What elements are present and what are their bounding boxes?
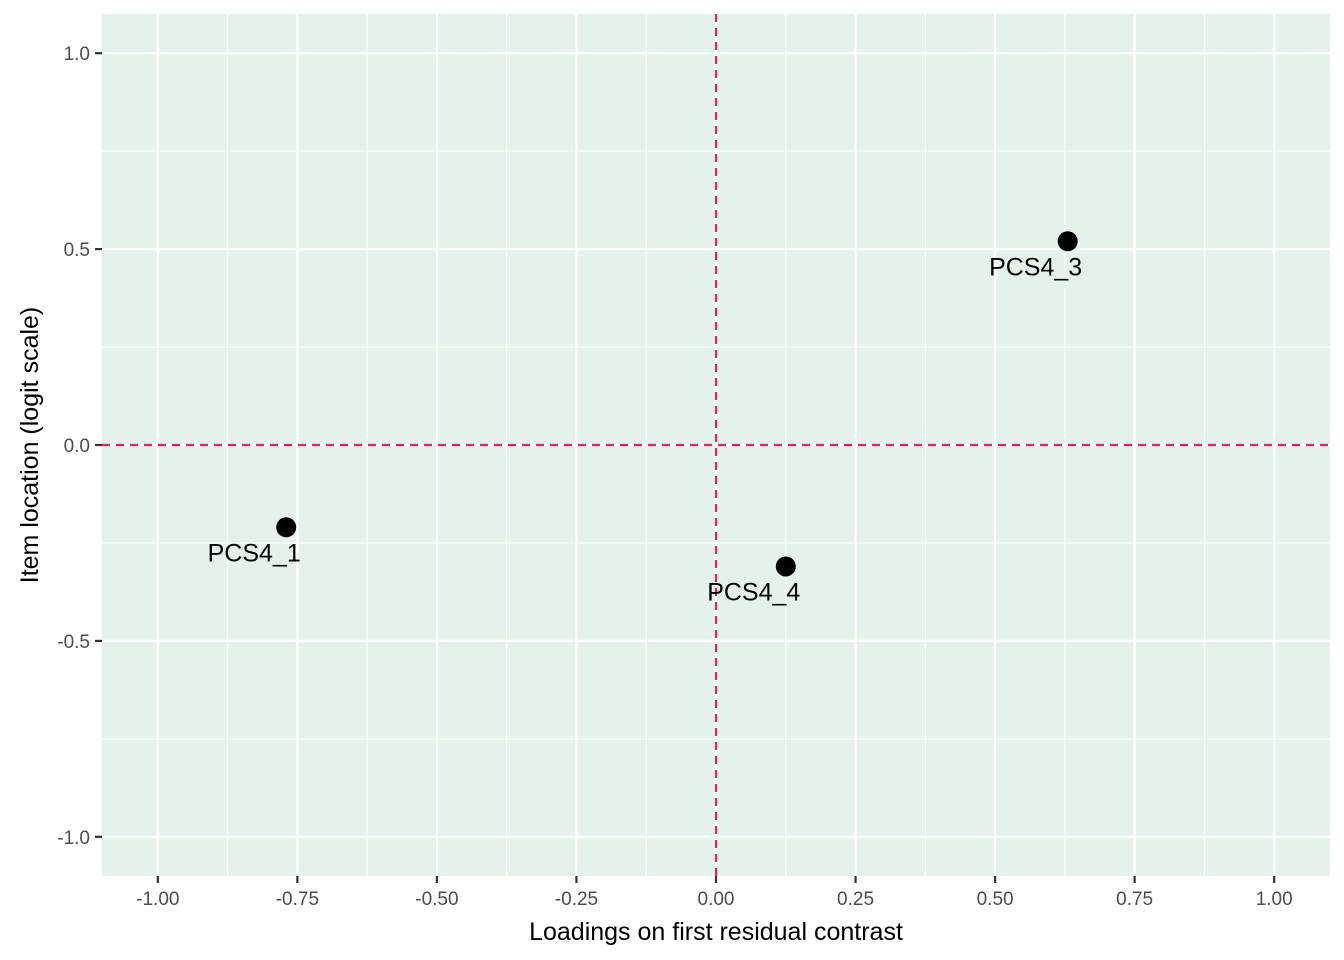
y-tick-label: 0.5 bbox=[64, 240, 90, 261]
major-gridlines bbox=[102, 14, 1330, 876]
data-point bbox=[775, 556, 796, 577]
point-label: PCS4_1 bbox=[208, 539, 301, 567]
reference-lines bbox=[102, 14, 1330, 876]
x-tick-label: -0.50 bbox=[415, 889, 458, 910]
x-tick-label: -0.25 bbox=[555, 889, 598, 910]
x-tick-label: 0.75 bbox=[1116, 889, 1153, 910]
x-tick-label: 0.25 bbox=[837, 889, 874, 910]
y-tick-label: 0.0 bbox=[64, 436, 90, 457]
x-tick-label: -1.00 bbox=[136, 889, 179, 910]
y-tick-label: -1.0 bbox=[57, 828, 90, 849]
x-tick-label: 0.00 bbox=[698, 889, 735, 910]
x-tick-label: -0.75 bbox=[276, 889, 319, 910]
point-label: PCS4_4 bbox=[707, 578, 800, 606]
x-axis: -1.00 -0.75 -0.50 -0.25 0.00 0.25 0.50 0.75 1.00 bbox=[136, 876, 1293, 910]
data-points: PCS4_1 PCS4_3 PCS4_4 bbox=[208, 231, 1082, 606]
y-tick-label: -0.5 bbox=[57, 632, 90, 653]
y-axis-title: Item location (logit scale) bbox=[16, 307, 44, 584]
y-axis: -1.0 -0.5 0.0 0.5 1.0 bbox=[57, 44, 102, 849]
x-tick-label: 0.50 bbox=[977, 889, 1014, 910]
x-axis-title: Loadings on first residual contrast bbox=[529, 918, 903, 946]
data-point bbox=[276, 517, 297, 538]
data-point bbox=[1057, 231, 1078, 252]
y-tick-label: 1.0 bbox=[64, 44, 90, 65]
x-tick-label: 1.00 bbox=[1256, 889, 1293, 910]
point-label: PCS4_3 bbox=[989, 253, 1082, 281]
